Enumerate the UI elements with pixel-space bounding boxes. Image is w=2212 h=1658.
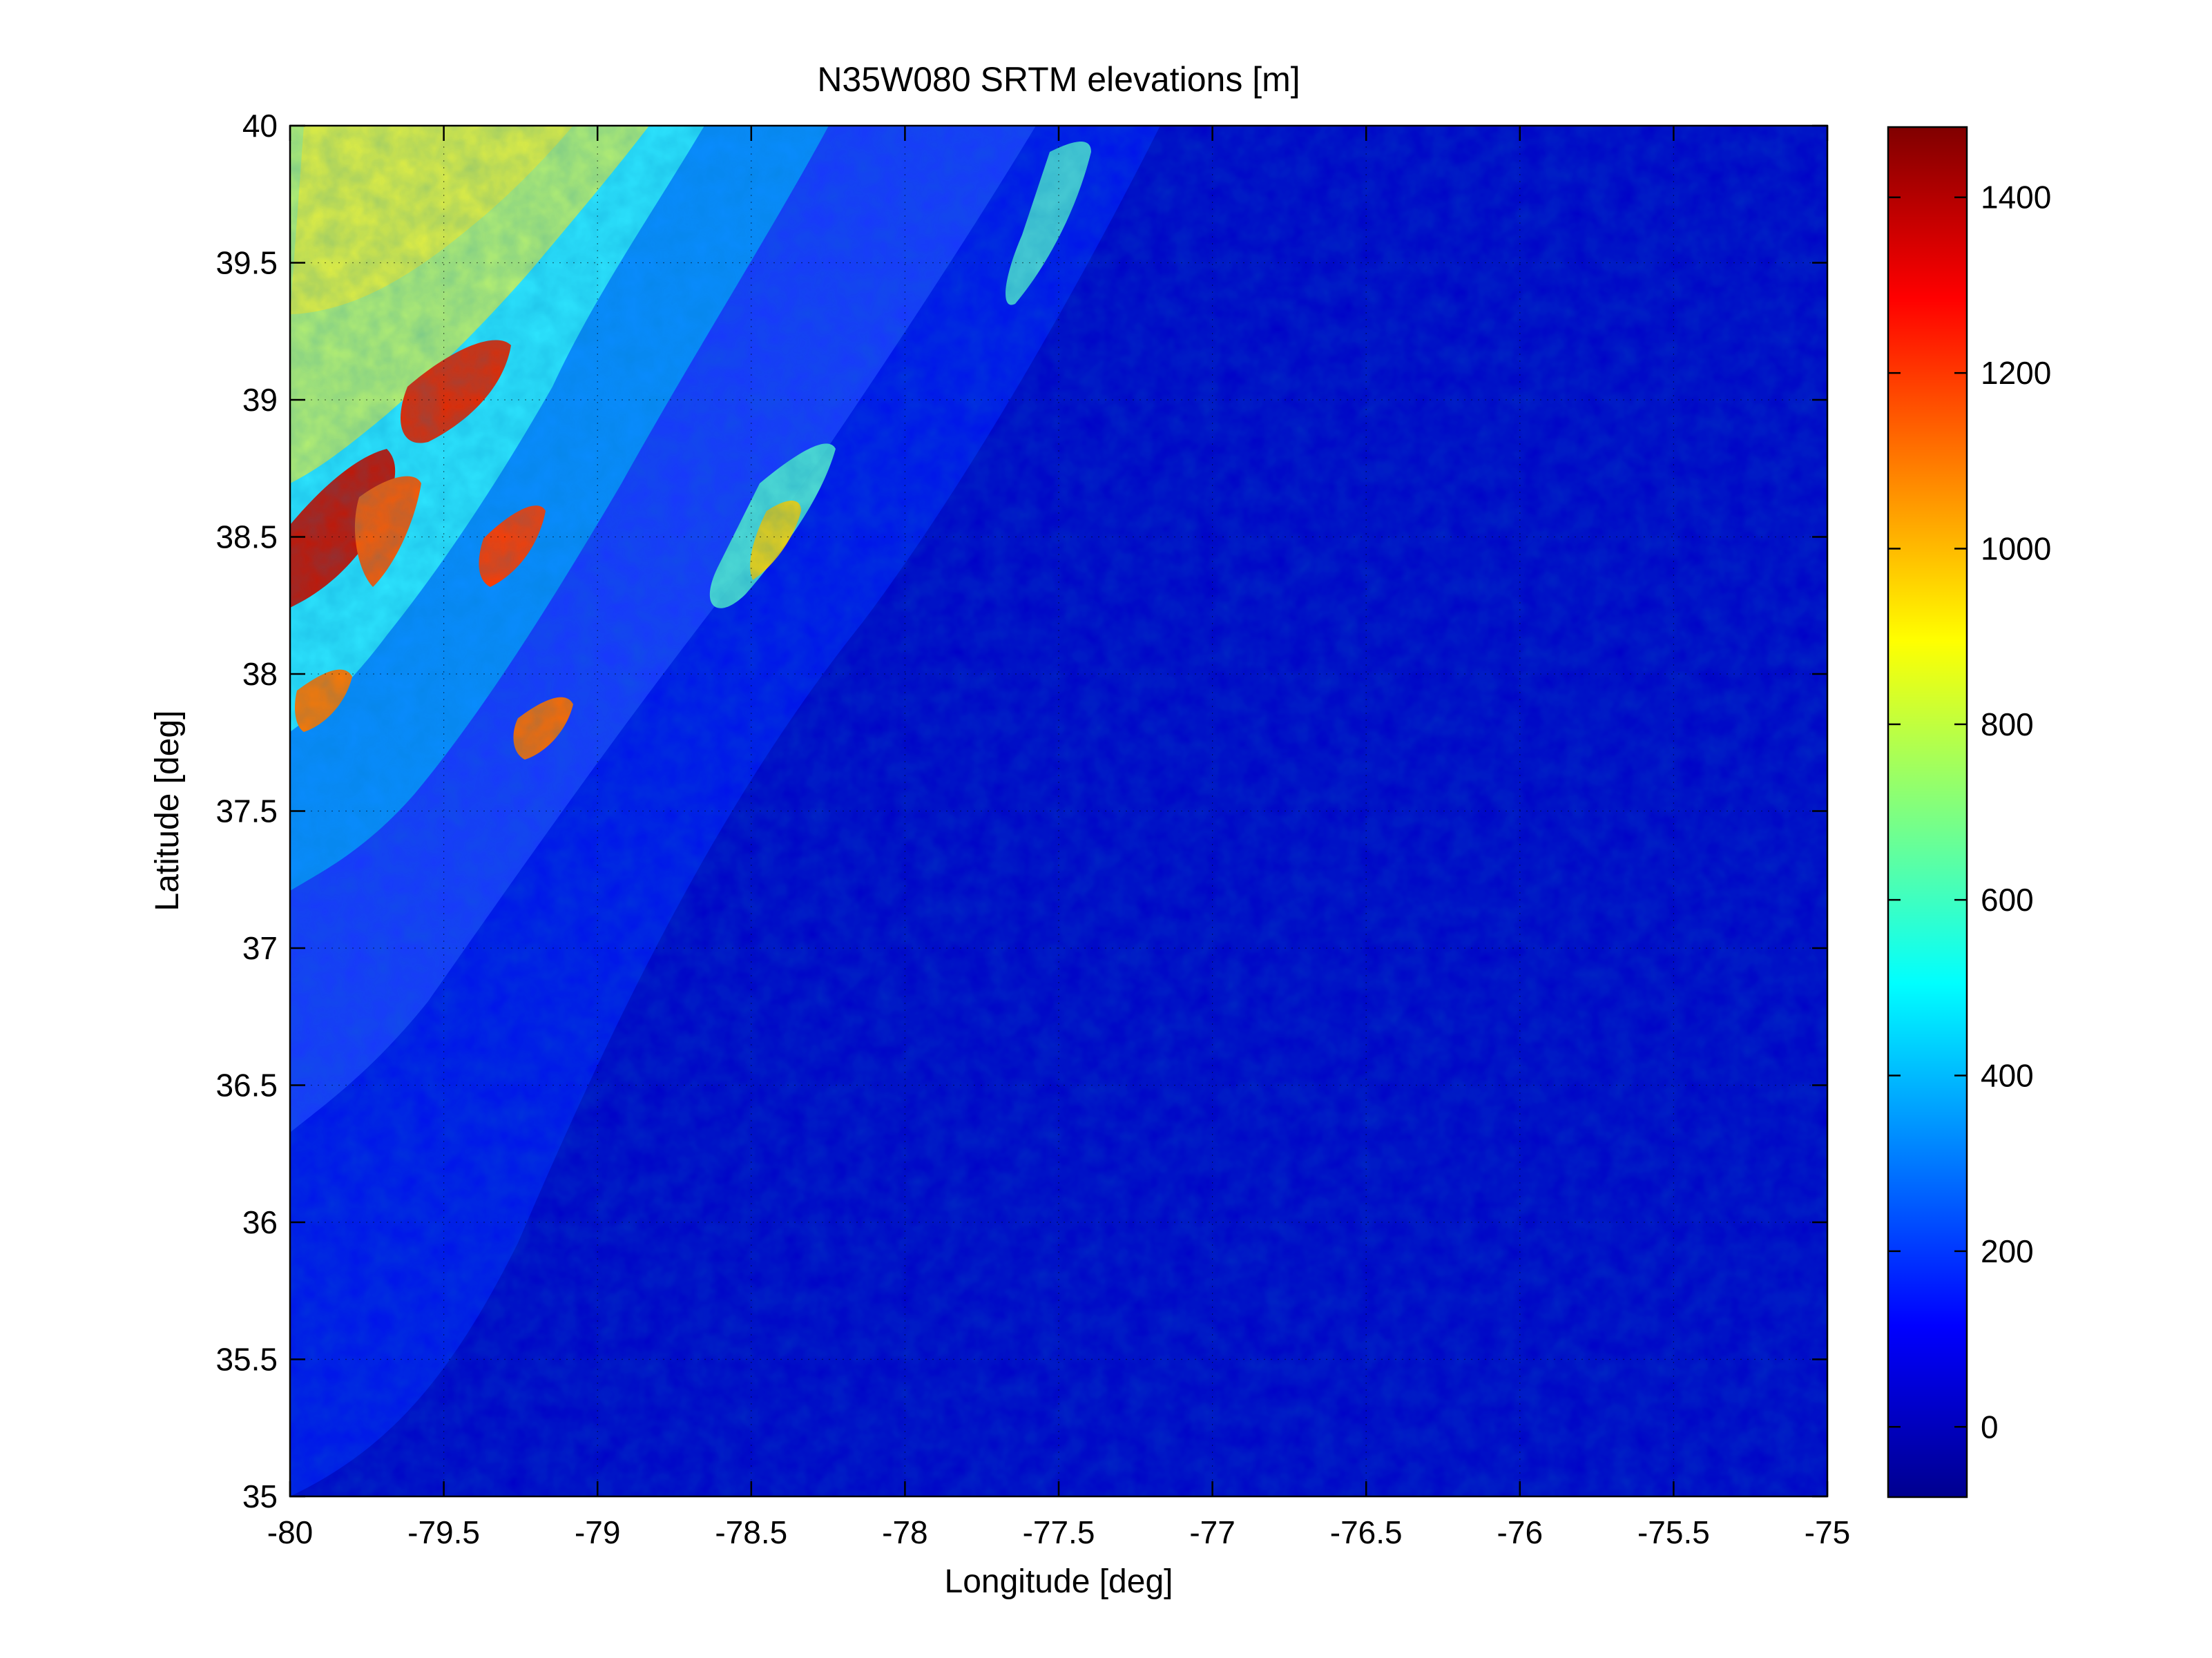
elevation-map xyxy=(290,126,1827,1496)
x-tick-label: -75 xyxy=(1805,1514,1850,1550)
colorbar-tick-label: 1200 xyxy=(1981,355,2051,391)
x-axis: -80 -79.5 -79 -78.5 -78 -77.5 -77 -76.5 -76 -75.5… xyxy=(267,126,1850,1550)
colorbar-tick-label: 400 xyxy=(1981,1058,2034,1094)
colorbar-gradient xyxy=(1887,126,1968,1498)
x-tick-label: -76.5 xyxy=(1330,1514,1403,1550)
y-tick-label: 39 xyxy=(242,382,278,418)
colorbar: 0 200 400 600 800 1000 1200 1400 xyxy=(1887,126,2051,1498)
x-tick-label: -80 xyxy=(267,1514,313,1550)
colorbar-tick-label: 800 xyxy=(1981,706,2034,742)
y-tick-label: 40 xyxy=(242,108,278,144)
y-tick-label: 38 xyxy=(242,656,278,692)
x-tick-label: -76 xyxy=(1497,1514,1543,1550)
colorbar-tick-label: 0 xyxy=(1981,1409,1999,1445)
grid-lines xyxy=(290,126,1827,1496)
x-axis-title: Longitude [deg] xyxy=(945,1563,1173,1600)
y-tick-label: 35.5 xyxy=(215,1342,278,1378)
y-tick-label: 36 xyxy=(242,1204,278,1240)
x-tick-label: -77 xyxy=(1189,1514,1235,1550)
colorbar-tick-label: 200 xyxy=(1981,1233,2034,1269)
x-tick-label: -78.5 xyxy=(715,1514,787,1550)
y-tick-label: 39.5 xyxy=(215,245,278,281)
x-tick-label: -75.5 xyxy=(1637,1514,1710,1550)
y-tick-label: 35 xyxy=(242,1478,278,1514)
chart-title: N35W080 SRTM elevations [m] xyxy=(817,60,1300,99)
y-axis: 35 35.5 36 36.5 37 37.5 38 38.5 39 39.5 40 xyxy=(215,108,1827,1514)
y-tick-label: 37.5 xyxy=(215,793,278,829)
x-tick-label: -77.5 xyxy=(1023,1514,1095,1550)
y-tick-label: 36.5 xyxy=(215,1068,278,1103)
colorbar-tick-label: 600 xyxy=(1981,882,2034,918)
x-tick-label: -79.5 xyxy=(407,1514,480,1550)
x-tick-label: -79 xyxy=(575,1514,620,1550)
y-axis-title: Latitude [deg] xyxy=(149,711,186,912)
colorbar-ticks: 0 200 400 600 800 1000 1200 1400 xyxy=(1888,180,2051,1445)
x-tick-label: -78 xyxy=(882,1514,927,1550)
y-tick-label: 38.5 xyxy=(215,519,278,555)
colorbar-tick-label: 1000 xyxy=(1981,530,2051,566)
colorbar-tick-label: 1400 xyxy=(1981,180,2051,215)
y-tick-label: 37 xyxy=(242,930,278,966)
